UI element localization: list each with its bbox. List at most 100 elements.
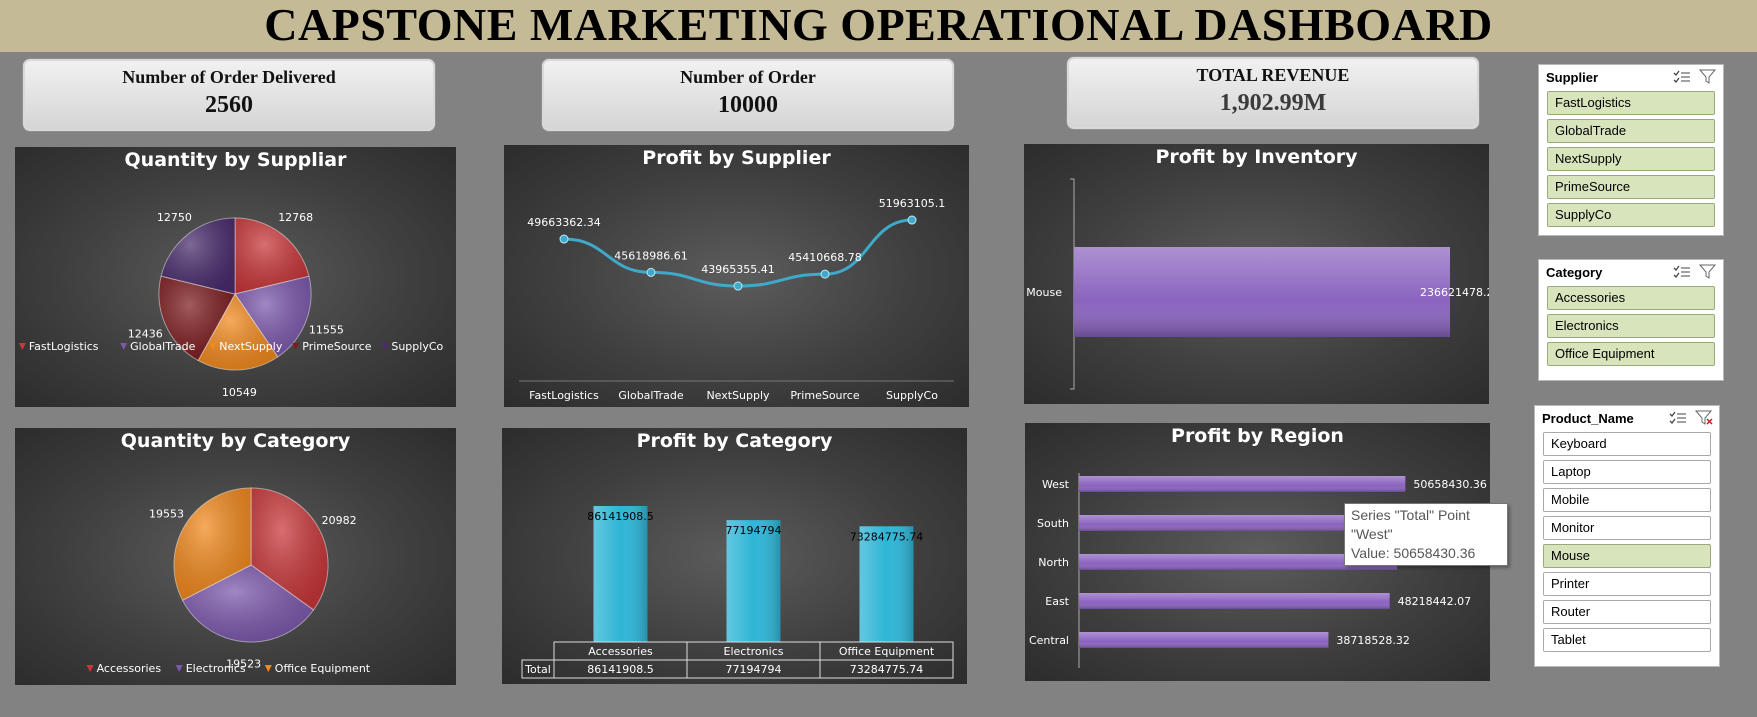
data-table-cell: 73284775.74	[850, 663, 923, 676]
data-table-header: Office Equipment	[839, 645, 935, 658]
slicer-item[interactable]: Mouse	[1543, 544, 1711, 568]
chart-title: Profit by Region	[1171, 425, 1344, 447]
slicer-item[interactable]: Tablet	[1543, 628, 1711, 652]
data-label: 12768	[278, 211, 313, 224]
kpi-total-revenue[interactable]: TOTAL REVENUE 1,902.99M	[1066, 56, 1480, 130]
data-label: 73284775.74	[850, 530, 923, 543]
x-tick-label: SupplyCo	[886, 389, 938, 402]
chart-quantity-by-supplier[interactable]: Quantity by Suppliar 12768 11555 10549 1243…	[15, 147, 456, 407]
dashboard-banner: CAPSTONE MARKETING OPERATIONAL DASHBOARD	[0, 0, 1757, 52]
slicer-header: Supplier	[1539, 65, 1723, 89]
pie-slice-shading	[198, 294, 278, 370]
y-tick-label: East	[1045, 595, 1069, 608]
legend-item: FastLogistics	[18, 340, 99, 353]
slicer-item[interactable]: Router	[1543, 600, 1711, 624]
multi-select-icon[interactable]	[1671, 263, 1693, 281]
legend-marker	[86, 665, 94, 672]
data-label: 43965355.41	[701, 263, 774, 276]
bar-shading	[1079, 632, 1329, 648]
slicer-item[interactable]: SupplyCo	[1547, 203, 1715, 227]
tooltip-value: Value: 50658430.36	[1351, 545, 1476, 561]
x-tick-label: PrimeSource	[790, 389, 860, 402]
kpi-value: 10000	[718, 92, 778, 118]
kpi-value: 2560	[205, 92, 253, 118]
chart-title: Quantity by Category	[120, 430, 351, 452]
legend-item: NextSupply	[209, 340, 283, 353]
slicer-item[interactable]: GlobalTrade	[1547, 119, 1715, 143]
slicer-item[interactable]: FastLogistics	[1547, 91, 1715, 115]
data-point	[646, 267, 656, 277]
data-label: 19523	[226, 658, 261, 671]
dashboard-title: CAPSTONE MARKETING OPERATIONAL DASHBOARD	[264, 0, 1493, 50]
data-label: 45410668.78	[788, 251, 861, 264]
slicer-item[interactable]: Keyboard	[1543, 432, 1711, 456]
chart-title: Quantity by Suppliar	[124, 149, 347, 171]
chart-profit-by-region[interactable]: Profit by Region West50658430.36South506…	[1025, 423, 1490, 681]
multi-select-icon[interactable]	[1671, 68, 1693, 86]
pie-slice-shading	[161, 218, 235, 294]
data-label: 12750	[157, 211, 192, 224]
chart-quantity-by-category[interactable]: Quantity by Category 20982 19523 19553 Acce…	[15, 428, 456, 685]
data-label: 77194794	[726, 524, 782, 537]
pie-slice-shading	[235, 218, 309, 294]
multi-select-icon[interactable]	[1667, 409, 1689, 427]
data-label: 19553	[149, 507, 184, 520]
y-tick-label: South	[1037, 517, 1069, 530]
slicer-category[interactable]: Category Accessories Electronics Office Eq…	[1538, 259, 1724, 381]
legend-label: GlobalTrade	[130, 340, 195, 353]
kpi-label: Number of Order	[680, 67, 816, 87]
chart-canvas: 20982 19523 19553 Accessories Electronics Off…	[86, 487, 371, 675]
clear-filter-icon[interactable]	[1697, 68, 1719, 86]
bar-shading	[859, 526, 914, 642]
data-table-row-label: Total	[524, 663, 551, 676]
chart-canvas: 12768 11555 10549 12436 12750 FastLogistics Gl…	[18, 211, 444, 399]
slicer-title: Supplier	[1546, 69, 1599, 85]
bar-shading	[1079, 593, 1390, 609]
clear-filter-icon[interactable]	[1693, 409, 1715, 427]
chart-title: Profit by Category	[636, 430, 833, 452]
slicer-item[interactable]: Monitor	[1543, 516, 1711, 540]
legend-item: Electronics	[175, 662, 246, 675]
data-label: 10549	[222, 386, 257, 399]
data-point	[559, 234, 569, 244]
legend-marker	[18, 343, 26, 350]
slicer-item[interactable]: NextSupply	[1547, 147, 1715, 171]
chart-profit-by-supplier[interactable]: Profit by Supplier 49663362.34 FastLogist…	[504, 145, 969, 407]
slicer-title: Product_Name	[1542, 410, 1634, 426]
data-table-row-header-cell	[521, 659, 555, 679]
data-label: 51963105.1	[879, 197, 945, 210]
legend-marker	[292, 343, 300, 350]
slicer-item[interactable]: Laptop	[1543, 460, 1711, 484]
chart-profit-by-category[interactable]: Profit by Category 86141908.5 77194794 732…	[502, 428, 967, 684]
data-table-cell: 86141908.5	[587, 663, 653, 676]
kpi-label: TOTAL REVENUE	[1196, 65, 1350, 85]
pie-slice-shading	[251, 488, 328, 611]
bar-shading	[726, 520, 781, 642]
slicer-item[interactable]: Office Equipment	[1547, 342, 1715, 366]
legend-label: FastLogistics	[29, 340, 99, 353]
x-tick-label: FastLogistics	[529, 389, 599, 402]
kpi-orders-delivered[interactable]: Number of Order Delivered 2560	[22, 58, 436, 132]
slicer-item[interactable]: Electronics	[1547, 314, 1715, 338]
legend-marker	[209, 343, 217, 350]
chart-profit-by-inventory[interactable]: Profit by Inventory Mouse 236621478.2	[1024, 144, 1489, 404]
chart-tooltip: Series "Total" Point "West" Value: 50658…	[1344, 503, 1508, 566]
data-label: 48218442.07	[1398, 595, 1471, 608]
slicer-supplier[interactable]: Supplier FastLogistics GlobalTrade NextSup…	[1538, 64, 1724, 236]
kpi-orders[interactable]: Number of Order 10000	[541, 58, 955, 132]
data-label: 20982	[322, 514, 357, 527]
legend-item: PrimeSource	[292, 340, 372, 353]
legend-label: NextSupply	[219, 340, 283, 353]
legend-label: SupplyCo	[391, 340, 443, 353]
data-table-header: Accessories	[588, 645, 653, 658]
chart-canvas: 86141908.5 77194794 73284775.74 Total Access…	[521, 505, 954, 679]
slicer-item[interactable]: Mobile	[1543, 488, 1711, 512]
clear-filter-icon[interactable]	[1697, 263, 1719, 281]
legend-marker	[175, 665, 183, 672]
chart-title: Profit by Supplier	[642, 147, 831, 169]
slicer-item[interactable]: Accessories	[1547, 286, 1715, 310]
slicer-item[interactable]: Printer	[1543, 572, 1711, 596]
slicer-product-name[interactable]: Product_Name Keyboard Laptop Mobile Monitor…	[1534, 405, 1720, 667]
slicer-item[interactable]: PrimeSource	[1547, 175, 1715, 199]
legend-item: SupplyCo	[381, 340, 444, 353]
